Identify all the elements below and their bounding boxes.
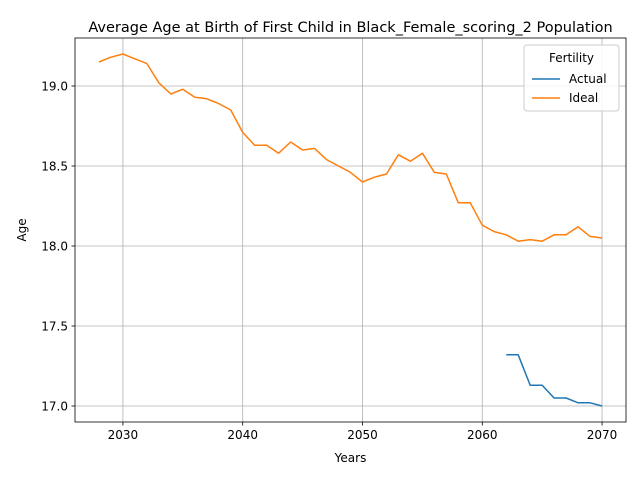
legend-title: Fertility: [549, 51, 594, 65]
x-axis-label: Years: [334, 451, 367, 465]
legend-box: [523, 44, 620, 112]
y-tick-label: 17.0: [41, 400, 68, 414]
series-line-ideal: [98, 53, 603, 242]
y-tick-label: 19.0: [41, 80, 68, 94]
y-axis-ticks: 17.0 17.5 18.0 18.5 19.0: [41, 80, 75, 414]
legend: Fertility Actual Ideal: [523, 44, 620, 112]
legend-label-actual: Actual: [569, 72, 607, 86]
y-tick-label: 18.0: [41, 240, 68, 254]
y-tick-label: 17.5: [41, 320, 68, 334]
x-tick-label: 2070: [587, 428, 618, 442]
plot-area-frame: [74, 37, 627, 423]
series-line-actual: [506, 354, 603, 407]
x-tick-label: 2060: [467, 428, 498, 442]
legend-label-ideal: Ideal: [569, 91, 598, 105]
x-tick-label: 2050: [347, 428, 378, 442]
x-axis-ticks: 2030 2040 2050 2060 2070: [108, 422, 618, 442]
y-tick-label: 18.5: [41, 160, 68, 174]
y-axis-label: Age: [15, 218, 29, 241]
x-tick-label: 2030: [108, 428, 139, 442]
x-tick-label: 2040: [227, 428, 258, 442]
series-lines: [98, 53, 603, 407]
chart-title: Average Age at Birth of First Child in B…: [88, 20, 612, 36]
